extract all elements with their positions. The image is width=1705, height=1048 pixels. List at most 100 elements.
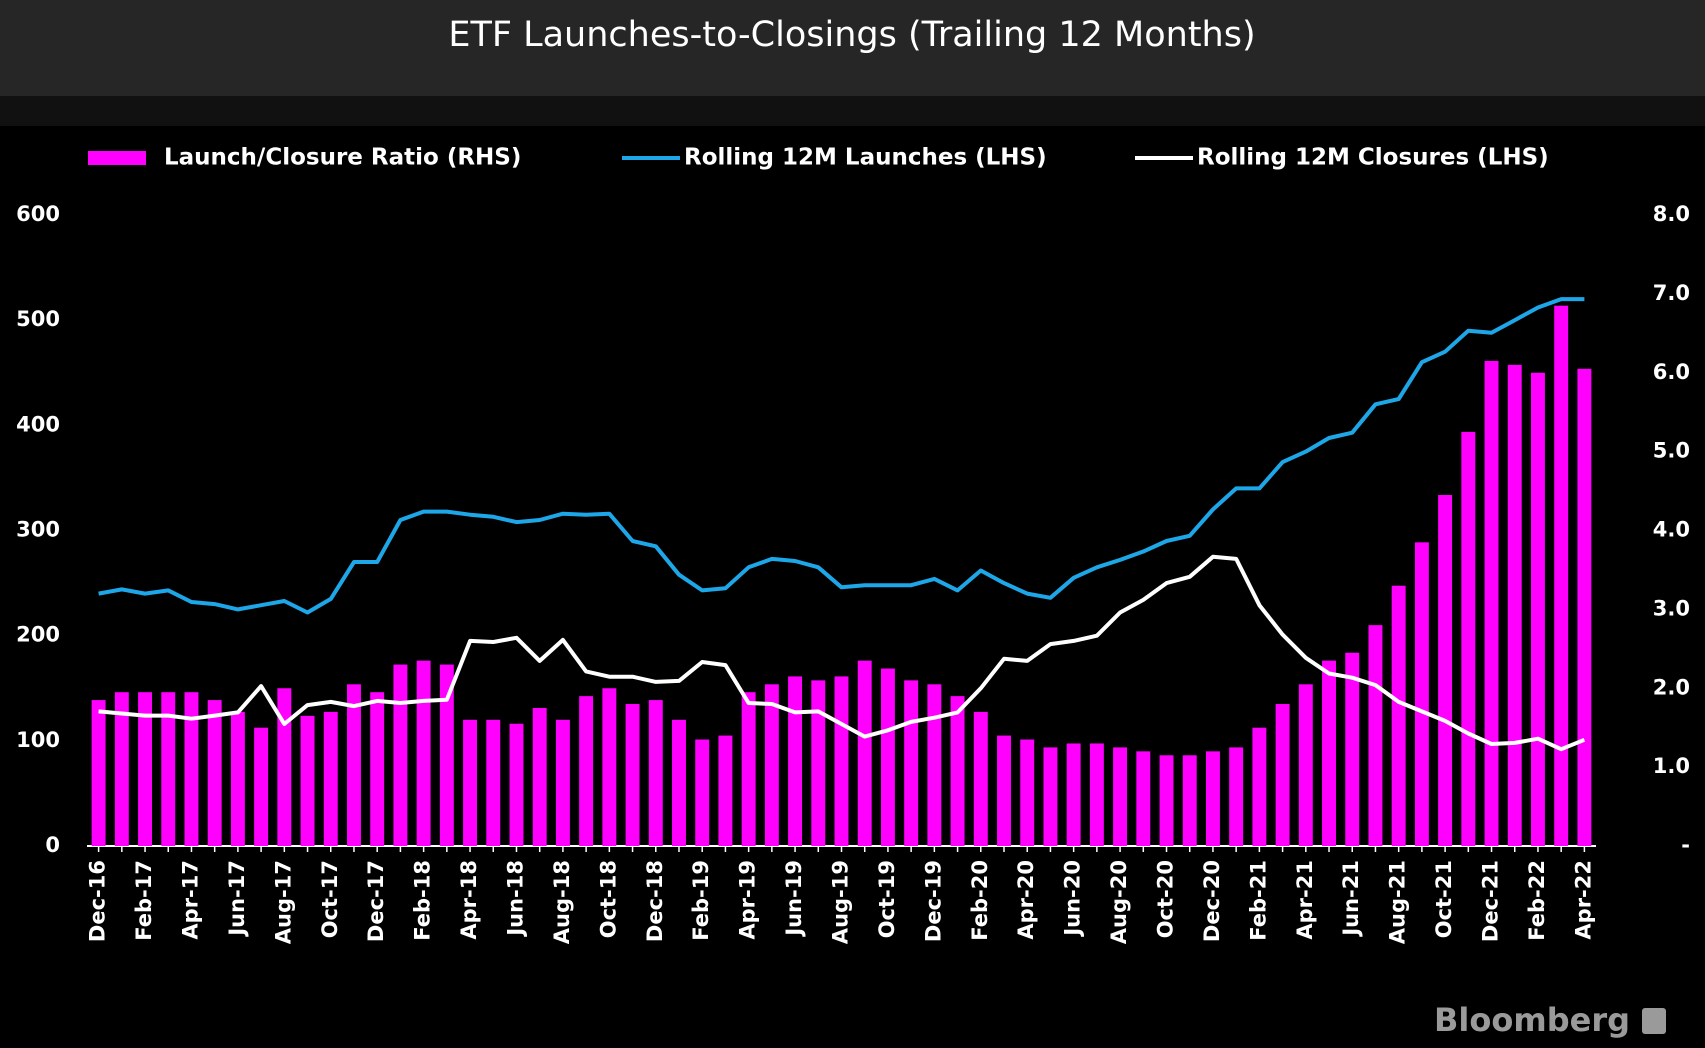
bar xyxy=(370,692,385,846)
bar xyxy=(1089,743,1104,846)
bar xyxy=(1461,431,1476,846)
y2-tick-label: 4.0 xyxy=(1653,518,1690,542)
x-tick-label: Apr-17 xyxy=(178,860,202,940)
bar xyxy=(880,668,895,846)
bar xyxy=(347,684,361,846)
bar xyxy=(741,692,756,846)
x-tick-label: Dec-16 xyxy=(86,860,110,942)
bar xyxy=(161,692,176,846)
title-gap xyxy=(0,96,1705,126)
bar xyxy=(1043,747,1058,846)
bar xyxy=(695,739,710,846)
legend-label: Rolling 12M Launches (LHS) xyxy=(684,145,1047,171)
bar xyxy=(1438,495,1453,846)
y2-tick-label: - xyxy=(1681,833,1690,857)
line xyxy=(98,554,1586,752)
x-tick-label: Apr-21 xyxy=(1293,860,1317,940)
x-tick-label: Feb-20 xyxy=(968,860,992,941)
bar xyxy=(1322,660,1336,846)
x-tick-label: Apr-19 xyxy=(736,860,760,940)
bar xyxy=(486,719,501,846)
bar xyxy=(718,735,733,846)
bar xyxy=(1182,755,1197,846)
y-tick-label: 400 xyxy=(16,412,60,436)
bar xyxy=(1368,625,1383,846)
bar xyxy=(625,704,640,846)
bar xyxy=(184,692,199,846)
bar xyxy=(1298,684,1313,846)
y2-tick-label: 8.0 xyxy=(1653,202,1690,226)
bar xyxy=(1577,368,1592,846)
x-tick-label: Oct-21 xyxy=(1432,860,1456,938)
bar xyxy=(323,711,338,846)
bar xyxy=(230,711,245,846)
x-tick-label: Jun-20 xyxy=(1061,860,1085,938)
bar xyxy=(509,723,524,846)
bar xyxy=(393,664,408,846)
bar xyxy=(1066,743,1081,846)
x-tick-label: Jun-18 xyxy=(503,860,527,938)
x-tick-label: Feb-18 xyxy=(411,860,435,941)
bar xyxy=(579,696,594,846)
x-tick-label: Dec-21 xyxy=(1479,860,1503,942)
legend-swatch xyxy=(88,151,146,165)
x-tick-label: Aug-20 xyxy=(1107,860,1131,944)
bar xyxy=(1414,542,1429,846)
bar xyxy=(1252,727,1267,846)
x-tick-label: Aug-19 xyxy=(829,860,853,944)
y2-tick-label: 1.0 xyxy=(1653,754,1690,778)
x-tick-label: Jun-17 xyxy=(225,860,249,938)
bar xyxy=(532,707,547,846)
bar xyxy=(857,660,872,846)
bar xyxy=(973,711,988,846)
bar xyxy=(138,692,153,846)
bar xyxy=(1345,652,1360,846)
x-tick-label: Feb-19 xyxy=(689,860,713,941)
bar xyxy=(254,727,269,846)
bar xyxy=(788,676,803,846)
x-tick-label: Oct-20 xyxy=(1154,860,1178,938)
bar xyxy=(1113,747,1128,846)
line xyxy=(98,297,1585,615)
bar xyxy=(648,700,663,846)
bar xyxy=(114,692,129,846)
x-tick-label: Apr-18 xyxy=(457,860,481,940)
x-tick-label: Dec-17 xyxy=(364,860,388,942)
y-tick-label: 300 xyxy=(16,518,60,542)
bar xyxy=(463,719,478,846)
bar xyxy=(1484,360,1499,846)
bar xyxy=(207,700,222,846)
bar xyxy=(1020,739,1035,846)
source-icon xyxy=(1642,1008,1666,1034)
x-tick-label: Apr-20 xyxy=(1014,860,1038,940)
bar xyxy=(834,676,849,846)
y-tick-label: 0 xyxy=(45,833,60,857)
y-tick-label: 600 xyxy=(16,202,60,226)
bar xyxy=(811,680,826,846)
x-tick-label: Dec-18 xyxy=(643,860,667,942)
bar xyxy=(672,719,686,846)
chart-title: ETF Launches-to-Closings (Trailing 12 Mo… xyxy=(448,15,1255,55)
x-tick-label: Jun-21 xyxy=(1339,860,1363,938)
x-tick-label: Dec-20 xyxy=(1200,860,1224,942)
bar xyxy=(416,660,431,846)
y-tick-label: 500 xyxy=(16,307,60,331)
x-tick-label: Feb-17 xyxy=(132,860,156,941)
title-band xyxy=(0,0,1705,96)
y2-tick-label: 3.0 xyxy=(1653,596,1690,620)
y-tick-label: 200 xyxy=(16,623,60,647)
bar xyxy=(950,696,965,846)
y-tick-label: 100 xyxy=(16,728,60,752)
bar xyxy=(1159,755,1174,846)
bar xyxy=(277,688,292,846)
x-tick-label: Dec-19 xyxy=(921,860,945,942)
bar xyxy=(1530,372,1545,846)
bar xyxy=(927,684,942,846)
y2-tick-label: 7.0 xyxy=(1653,281,1690,305)
x-tick-label: Oct-18 xyxy=(596,860,620,938)
source: Bloomberg xyxy=(1434,1001,1630,1039)
bar xyxy=(1229,747,1244,846)
x-tick-label: Apr-22 xyxy=(1571,860,1595,940)
bar xyxy=(1205,751,1220,846)
